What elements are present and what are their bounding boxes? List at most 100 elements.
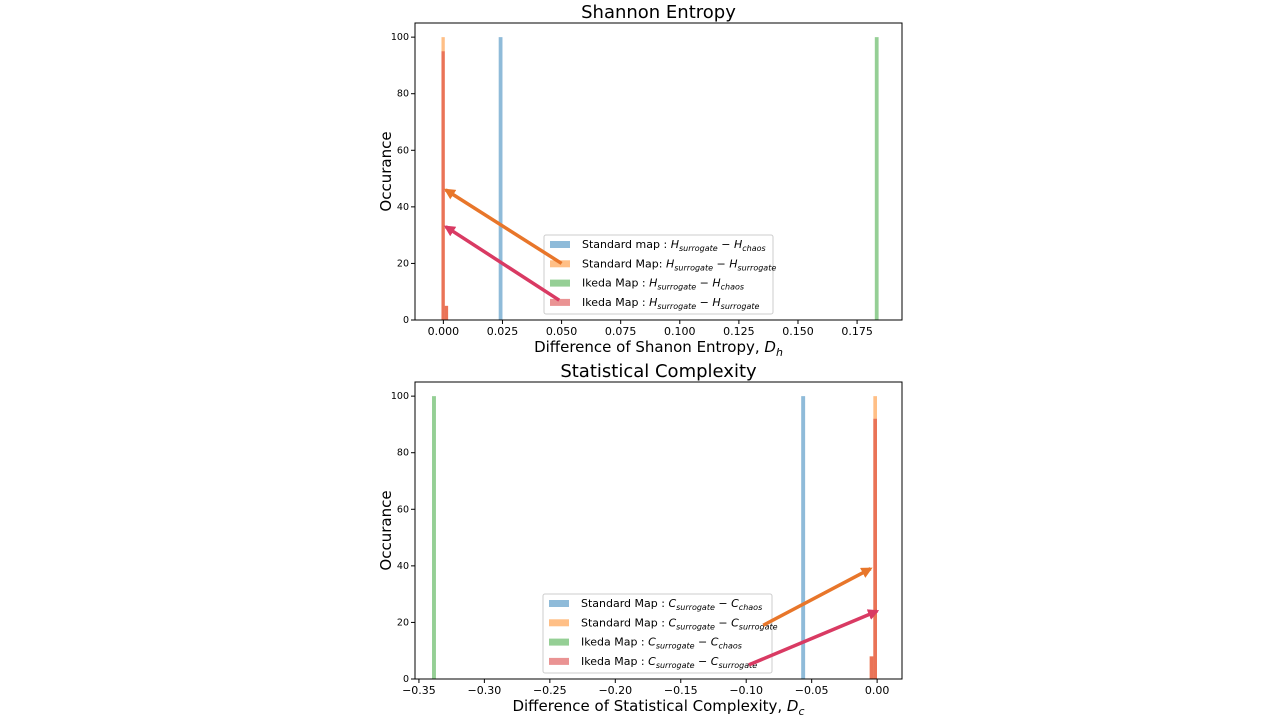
legend-symbol: C xyxy=(648,655,656,668)
x-tick-label: 0.025 xyxy=(487,325,519,338)
x-axis-label: Difference of Shanon Entropy, Dh xyxy=(534,338,783,359)
legend-subscript: surrogate xyxy=(656,661,695,670)
plot-frame xyxy=(414,381,903,680)
legend-symbol: C xyxy=(731,597,739,610)
legend-subscript: surrogate xyxy=(679,244,718,253)
annotation-arrow xyxy=(748,609,880,667)
legend-subscript: surrogate xyxy=(657,302,696,311)
plot-frame xyxy=(414,22,903,321)
y-tick-label: 0 xyxy=(403,315,409,326)
legend-subscript: surrogate xyxy=(738,263,777,272)
legend-label: Ikeda Map : xyxy=(581,636,648,649)
legend-symbol: H xyxy=(729,257,737,270)
legend-label: Standard Map : xyxy=(581,597,668,610)
legend-label: Ikeda Map : xyxy=(581,655,648,668)
y-tick-label: 20 xyxy=(397,258,409,269)
x-tick-label: −0.05 xyxy=(795,684,829,697)
x-tick-label: −0.10 xyxy=(729,684,763,697)
legend-symbol: C xyxy=(648,636,656,649)
y-tick-label: 100 xyxy=(391,32,409,43)
y-tick-label: 100 xyxy=(391,391,409,402)
legend-subscript: surrogate xyxy=(656,642,695,651)
x-tick-label: −0.35 xyxy=(402,684,436,697)
chart-title: Shannon Entropy xyxy=(581,2,736,23)
y-tick-label: 40 xyxy=(397,202,409,213)
legend-symbol: C xyxy=(668,597,676,610)
legend-swatch-4 xyxy=(549,657,569,665)
legend-entry-3: Ikeda Map : Hsurrogate − Hchaos xyxy=(582,277,744,292)
bar-series-3 xyxy=(874,37,879,321)
annotation-arrow xyxy=(762,567,873,627)
legend-box xyxy=(542,593,773,674)
bar-series-1 xyxy=(801,396,806,679)
y-tick-label: 80 xyxy=(397,448,409,459)
y-tick-label: 20 xyxy=(397,617,409,628)
y-tick-label: 0 xyxy=(403,674,409,685)
legend-symbol: H xyxy=(671,238,679,251)
x-tick-label: −0.25 xyxy=(533,684,567,697)
legend: Standard map : Hsurrogate − Hchaos Standa… xyxy=(543,234,777,315)
legend-operator: − xyxy=(695,636,711,649)
legend-label: Ikeda Map : xyxy=(582,277,649,290)
legend-swatch-3 xyxy=(549,638,569,646)
annotation-arrow xyxy=(443,188,563,265)
legend-entry-3: Ikeda Map : Csurrogate − Cchaos xyxy=(581,636,742,651)
legend-symbol: C xyxy=(731,616,739,629)
legend-label: Standard Map: xyxy=(582,257,666,270)
x-tick-label: 0.175 xyxy=(841,325,873,338)
legend-subscript: surrogate xyxy=(739,622,778,631)
x-tick-label: −0.20 xyxy=(598,684,632,697)
bar-series-3 xyxy=(432,396,436,679)
x-tick-label: 0.100 xyxy=(664,325,696,338)
legend-subscript: surrogate xyxy=(674,263,713,272)
legend-symbol: H xyxy=(666,257,674,270)
legend-symbol: C xyxy=(668,616,676,629)
y-tick-label: 60 xyxy=(397,145,409,156)
legend-symbol: H xyxy=(649,277,657,290)
legend-subscript: chaos xyxy=(721,283,744,292)
y-axis-label: Occurance xyxy=(377,490,395,570)
legend-operator: − xyxy=(713,257,729,270)
legend-swatch-4 xyxy=(550,298,570,306)
legend-box xyxy=(543,234,774,315)
legend-operator: − xyxy=(695,655,711,668)
legend-operator: − xyxy=(715,616,731,629)
chart-1: Shannon Entropy 0.000 0.025 0.050 0.075 0.100… xyxy=(377,2,903,359)
legend-symbol: H xyxy=(712,277,720,290)
legend-subscript: chaos xyxy=(739,603,762,612)
x-tick-label: 0.000 xyxy=(428,325,460,338)
y-tick-label: 80 xyxy=(397,89,409,100)
legend-symbol: C xyxy=(711,655,719,668)
bar-series-4 xyxy=(873,418,877,679)
bar-series-1 xyxy=(498,37,503,321)
legend-symbol: H xyxy=(734,238,742,251)
legend-entry-2: Standard Map : Csurrogate − Csurrogate xyxy=(581,616,778,631)
legend-subscript: surrogate xyxy=(657,283,696,292)
x-axis-label-math: D xyxy=(764,338,776,356)
x-axis-label-sub: h xyxy=(776,346,783,359)
legend-operator: − xyxy=(715,597,731,610)
x-tick-label: 0.00 xyxy=(865,684,890,697)
legend-subscript: surrogate xyxy=(676,622,715,631)
chart-title: Statistical Complexity xyxy=(560,361,757,382)
x-tick-label: 0.075 xyxy=(605,325,637,338)
bar-series-4 xyxy=(444,305,449,320)
bar-series-4 xyxy=(869,656,874,679)
legend-label: Standard Map : xyxy=(581,616,668,629)
x-axis-label-sub: c xyxy=(798,705,804,718)
legend-symbol: C xyxy=(711,636,719,649)
annotation-arrow xyxy=(443,225,561,302)
legend-subscript: chaos xyxy=(718,642,741,651)
legend-swatch-3 xyxy=(550,279,570,287)
legend-entry-1: Standard map : Hsurrogate − Hchaos xyxy=(582,238,766,253)
legend-operator: − xyxy=(696,277,712,290)
x-axis-label-text: Difference of Statistical Complexity, xyxy=(512,697,786,715)
legend-subscript: surrogate xyxy=(676,603,715,612)
legend-operator: − xyxy=(696,296,712,309)
legend-entry-4: Ikeda Map : Csurrogate − Csurrogate xyxy=(581,655,757,670)
legend-symbol: H xyxy=(649,296,657,309)
x-tick-label: 0.150 xyxy=(782,325,814,338)
y-tick-label: 60 xyxy=(397,504,409,515)
legend-subscript: chaos xyxy=(742,244,765,253)
